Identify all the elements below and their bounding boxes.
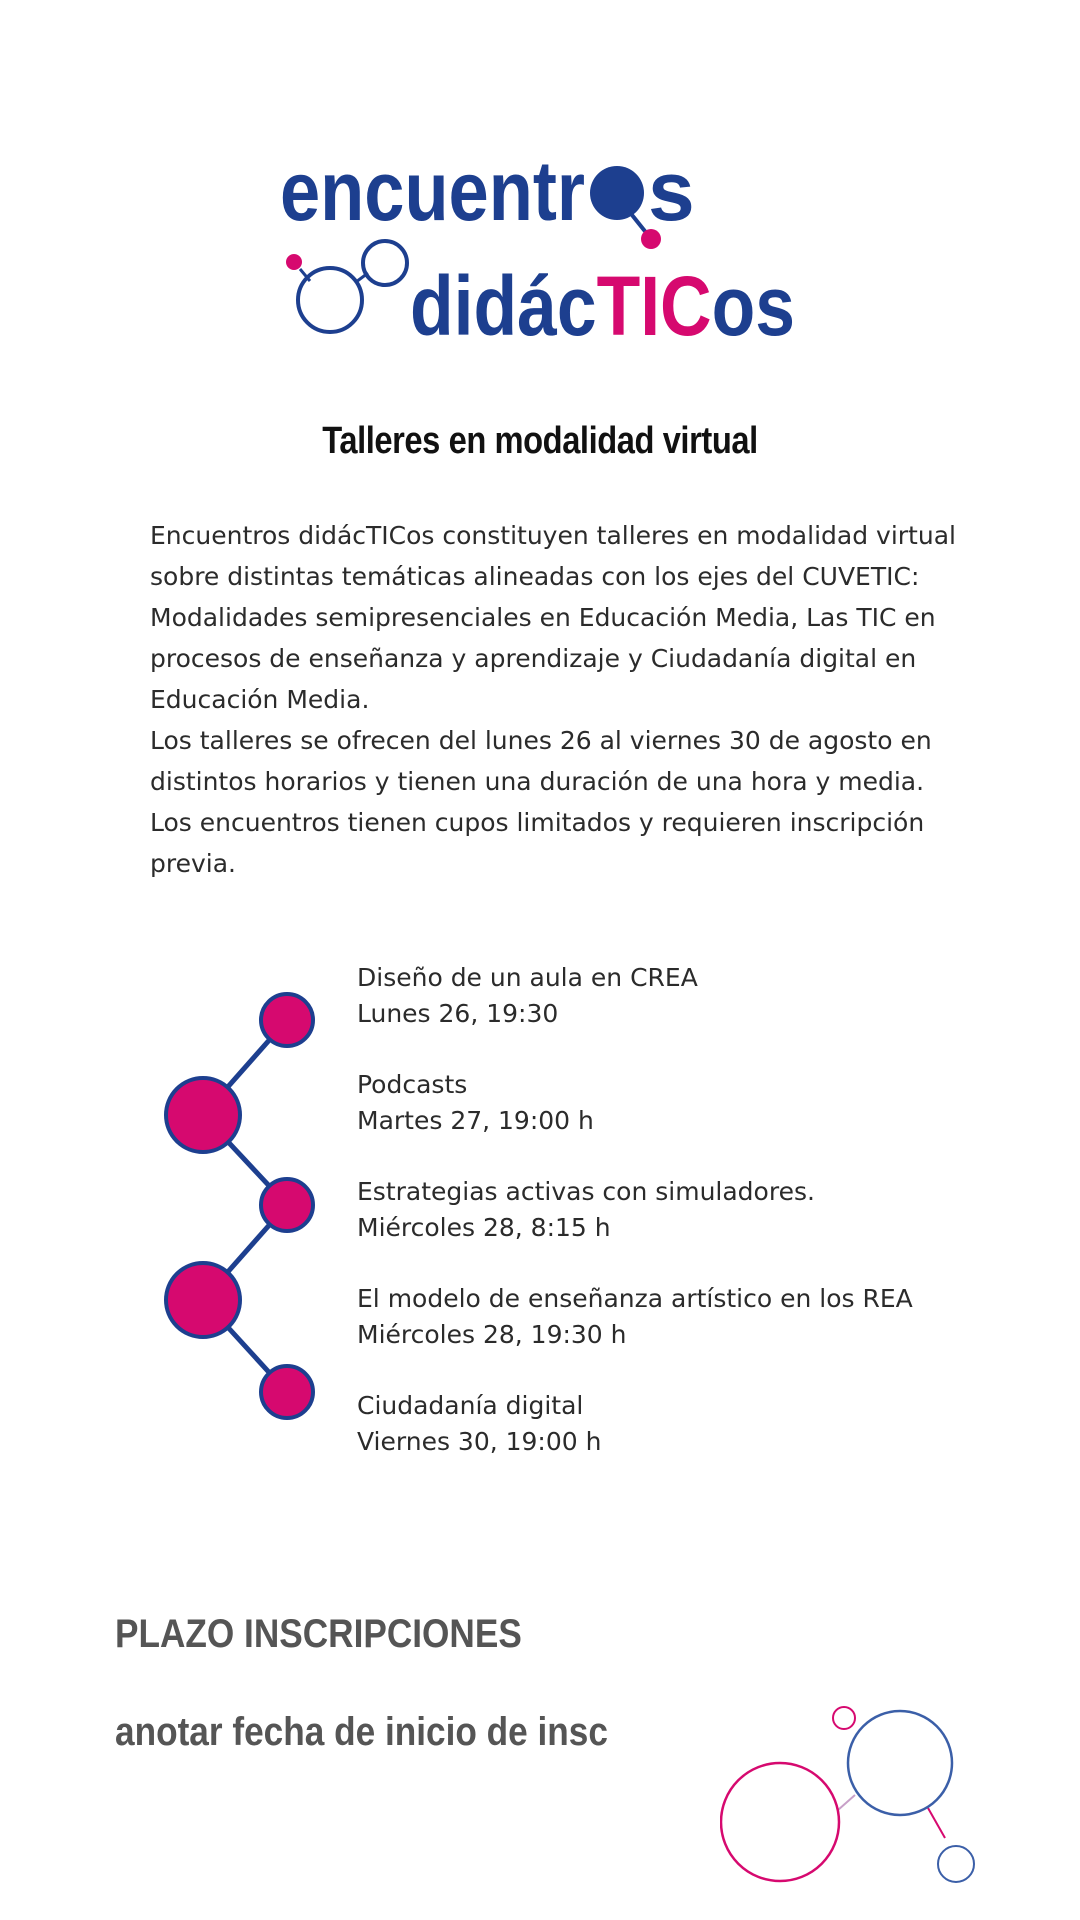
intro-paragraph: Encuentros didácTICos constituyen taller… [150,521,956,714]
workshop-schedule: Miércoles 28, 19:30 h [357,1320,627,1349]
page-title: Talleres en modalidad virtual [322,420,758,462]
chain-node [259,1364,315,1420]
list-item: Diseño de un aula en CREA Lunes 26, 19:3… [357,960,1037,1032]
workshop-name: Diseño de un aula en CREA [357,963,698,992]
workshop-name: El modelo de enseñanza artístico en los … [357,1284,913,1313]
bubble [846,1709,954,1817]
logo-line1: encuentr [280,144,585,238]
workshop-name: Podcasts [357,1070,468,1099]
workshop-schedule: Lunes 26, 19:30 [357,999,559,1028]
workshop-name: Estrategias activas con simuladores. [357,1177,815,1206]
logo: encuentr s didácTICos [270,135,810,350]
list-item: Ciudadanía digital Viernes 30, 19:00 h [357,1388,1037,1460]
bubbles-decoration [720,1700,980,1890]
bubble [720,1761,841,1883]
logo-pink-dot [641,229,661,249]
encuentros-didacticos-logo: encuentr s didácTICos [280,144,795,350]
bubble [937,1845,975,1883]
workshop-list: Diseño de un aula en CREA Lunes 26, 19:3… [357,960,1037,1495]
workshop-schedule: Martes 27, 19:00 h [357,1106,594,1135]
list-item: Estrategias activas con simuladores. Mié… [357,1174,1037,1246]
deadline-heading: PLAZO INSCRIPCIONES [115,1612,522,1656]
workshop-name: Ciudadanía digital [357,1391,584,1420]
chain-node [164,1076,242,1154]
chain-node [259,1177,315,1233]
logo-o-circle [590,166,644,220]
bubble [832,1706,856,1730]
list-item: Podcasts Martes 27, 19:00 h [357,1067,1037,1139]
chain-node [164,1261,242,1339]
logo-ring-small [361,239,409,287]
chain-node [259,992,315,1048]
molecule-chain-graphic [155,985,335,1425]
logo-line1-end: s [648,144,695,238]
deadline-note: anotar fecha de inicio de insc [115,1710,608,1754]
intro-paragraph: Los encuentros tienen cupos limitados y … [150,808,925,878]
list-item: El modelo de enseñanza artístico en los … [357,1281,1037,1353]
logo-small-pink-dot [286,254,302,270]
intro-text: Encuentros didácTICos constituyen taller… [150,515,1000,884]
logo-ring-large [296,266,364,334]
workshop-schedule: Miércoles 28, 8:15 h [357,1213,611,1242]
logo-line2: didácTICos [410,259,795,350]
intro-paragraph: Los talleres se ofrecen del lunes 26 al … [150,726,932,796]
workshop-schedule: Viernes 30, 19:00 h [357,1427,602,1456]
